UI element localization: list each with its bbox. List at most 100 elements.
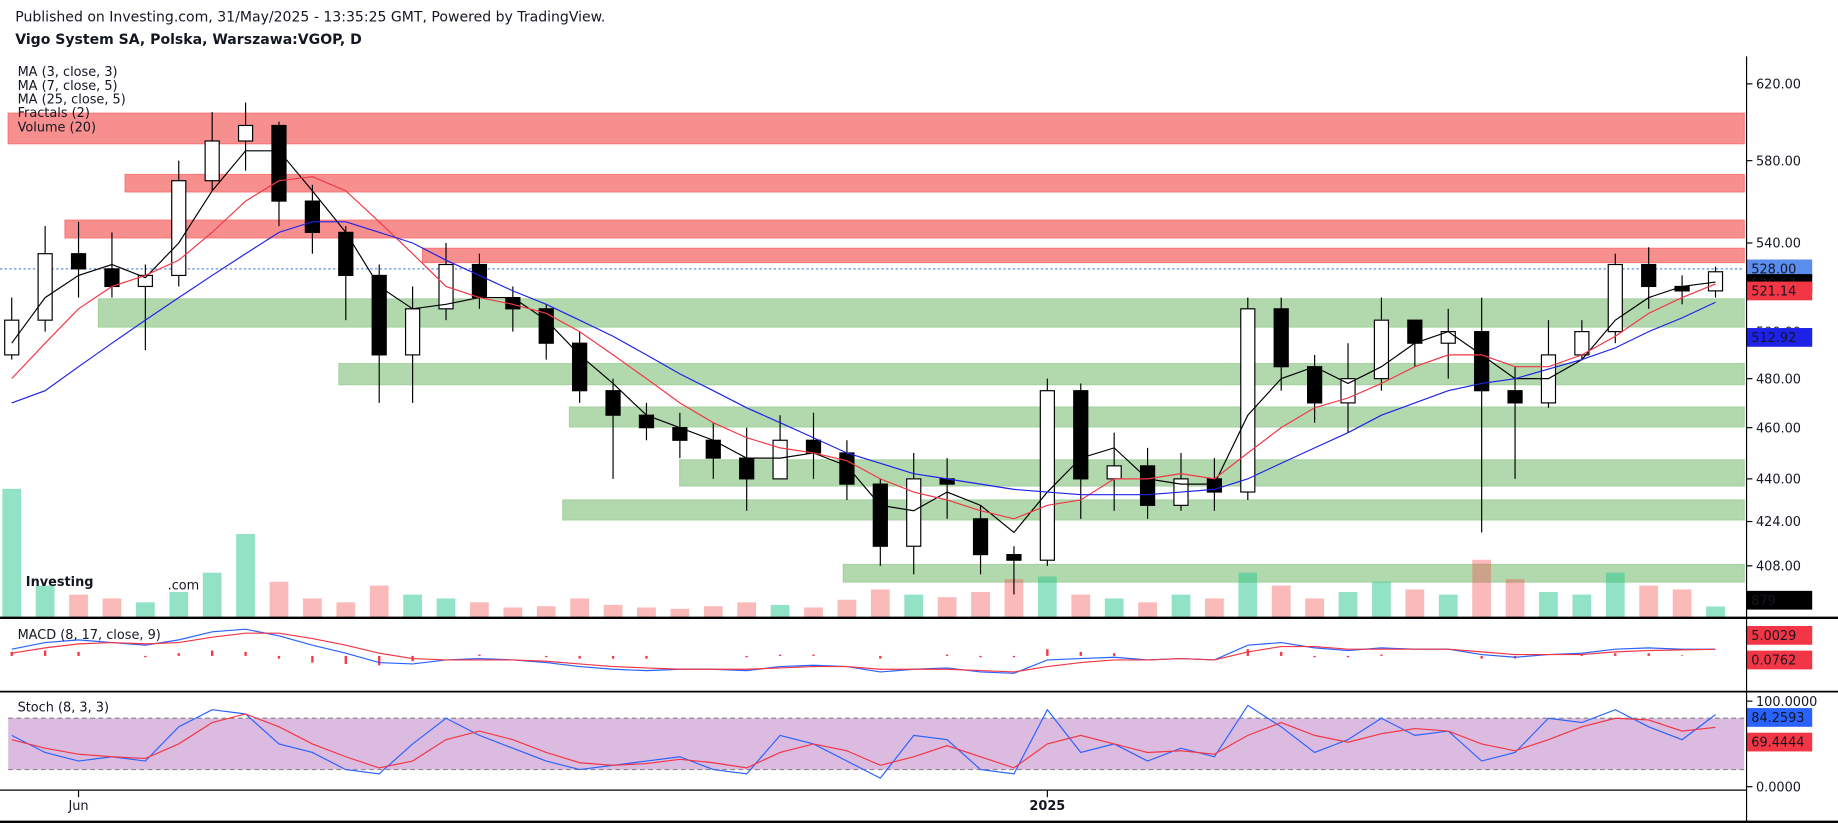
histogram-bar — [1480, 655, 1483, 659]
price-label-box — [1746, 626, 1813, 645]
histogram-bar — [1046, 649, 1049, 656]
histogram-bar — [311, 655, 314, 663]
indicator-line — [11, 632, 1716, 673]
candle-body — [1373, 319, 1390, 380]
candle-body — [471, 263, 488, 299]
indicator-line — [11, 704, 1716, 779]
candle-body — [1474, 331, 1490, 392]
y-tick-label: 408.00 — [1756, 560, 1801, 575]
price-label: 0.0762 — [1751, 654, 1796, 669]
histogram-bar — [1012, 655, 1016, 658]
volume-bar — [804, 607, 823, 618]
volume-bar — [1071, 594, 1091, 618]
price-label-box — [1746, 259, 1813, 279]
candle-body — [304, 200, 321, 233]
candle-body — [839, 452, 855, 485]
candle-body — [4, 319, 20, 356]
candle-body — [1273, 308, 1289, 368]
volume-bar — [1672, 589, 1692, 618]
indicator-line — [11, 150, 1716, 534]
indicator-line — [11, 713, 1716, 769]
volume-bar — [102, 598, 122, 618]
y-tick-label: 480.00 — [1756, 372, 1801, 387]
volume-bar — [1605, 572, 1625, 618]
price-label: 84.2593 — [1751, 711, 1804, 726]
candle-body — [271, 124, 287, 202]
candle-body — [872, 483, 888, 547]
price-label-box — [1746, 732, 1813, 752]
price-label-box — [1746, 708, 1813, 727]
volume-bar — [837, 599, 857, 618]
y-tick-label: 620.00 — [1756, 78, 1801, 93]
volume-bar — [1505, 579, 1525, 618]
volume-bar — [1004, 579, 1024, 618]
candle-body — [1039, 390, 1055, 561]
price-label: 521.14 — [1751, 285, 1796, 300]
volume-bar — [670, 608, 690, 618]
indicator-line — [11, 176, 1716, 520]
volume-bar — [1706, 606, 1725, 618]
candle-body — [772, 439, 788, 480]
histogram-bar — [745, 655, 748, 658]
histogram-bar — [1112, 653, 1116, 656]
candle-body — [171, 180, 187, 277]
volume-bar — [1539, 592, 1558, 618]
price-label-box — [1746, 650, 1813, 670]
volume-bar — [236, 533, 255, 618]
volume-bar — [1271, 585, 1291, 618]
volume-bar — [1171, 594, 1191, 618]
volume-bar — [637, 607, 656, 618]
histogram-bar — [1246, 649, 1249, 656]
volume-bar — [503, 607, 523, 618]
zone — [421, 247, 1745, 264]
volume-bar — [536, 606, 556, 618]
candle-body — [1507, 390, 1523, 404]
histogram-bar — [144, 655, 147, 658]
histogram-bar — [611, 655, 615, 659]
volume-bar — [703, 606, 723, 618]
candle-body — [204, 140, 220, 182]
histogram-bar — [177, 653, 180, 656]
watermark: .com — [168, 579, 200, 594]
volume-bar — [336, 602, 356, 618]
indicator-line — [11, 221, 1716, 496]
plot-layers: Investing .com MA (3, close, 3)MA (7, clos… — [0, 65, 1817, 814]
volume-bar — [1472, 559, 1492, 618]
candle-body — [1240, 308, 1256, 493]
volume-bar — [1372, 581, 1391, 618]
histogram-bar — [1680, 655, 1684, 656]
candle-body — [371, 274, 387, 356]
price-label: 528.00 — [1751, 263, 1796, 278]
candle-body — [1407, 319, 1423, 344]
volume-bar — [1238, 572, 1258, 618]
volume-bar — [1572, 594, 1592, 618]
histogram-bar — [1313, 655, 1316, 658]
y-tick-label: 580.00 — [1756, 154, 1801, 169]
histogram-bar — [10, 651, 13, 656]
histogram-bar — [545, 655, 548, 658]
histogram-bar — [43, 650, 47, 656]
histogram-bar — [77, 651, 80, 656]
legend-entry: Fractals (2) — [18, 106, 90, 121]
price-label: 879 — [1751, 594, 1776, 609]
volume-bar — [303, 598, 322, 618]
candle-body — [1641, 263, 1657, 288]
histogram-bar — [1580, 654, 1584, 656]
volume-bar — [570, 598, 590, 618]
histogram-bar — [879, 655, 882, 659]
volume-bar — [35, 585, 55, 618]
candle-body — [1607, 263, 1623, 333]
candle-body — [972, 518, 989, 556]
candle-body — [605, 390, 621, 416]
histogram-bar — [812, 654, 815, 656]
volume-bar — [2, 488, 22, 618]
volume-bar — [135, 602, 155, 618]
candle-body — [37, 253, 53, 321]
y-tick-label: 100.0000 — [1756, 695, 1817, 710]
candle-body — [1139, 465, 1156, 506]
candle-body — [1073, 390, 1089, 480]
histogram-bar — [478, 654, 481, 656]
volume-bar — [737, 602, 757, 618]
candle-body — [338, 231, 354, 277]
histogram-bar — [778, 654, 782, 656]
